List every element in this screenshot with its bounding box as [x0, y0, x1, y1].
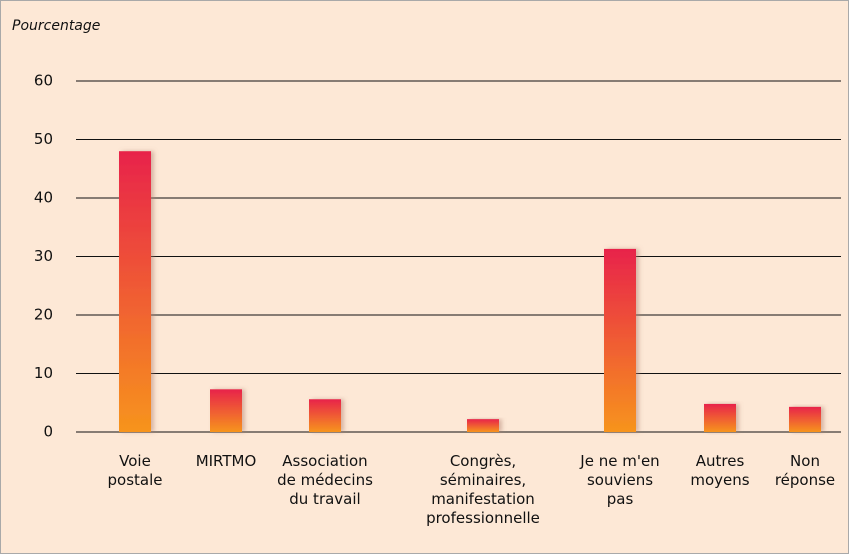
- bar: [789, 406, 821, 432]
- bar: [704, 403, 736, 432]
- x-tick-label: Autres moyens: [690, 452, 750, 489]
- x-tick-label: Association de médecins du travail: [277, 452, 373, 508]
- bar: [604, 248, 636, 432]
- y-tick-label: 30: [34, 247, 53, 265]
- x-tick-label: Congrès, séminaires, manifestation profe…: [426, 452, 540, 527]
- bar: [210, 389, 242, 432]
- y-axis-label: Pourcentage: [12, 18, 101, 34]
- x-tick-label: Je ne m'en souviens pas: [580, 452, 660, 508]
- x-tick-label: Voie postale: [107, 452, 163, 489]
- y-tick-label: 0: [43, 423, 53, 441]
- y-tick-label: 50: [34, 130, 53, 148]
- y-tick-label: 10: [34, 364, 53, 382]
- bar: [467, 419, 499, 432]
- x-tick-label: Non réponse: [774, 452, 836, 489]
- x-tick-label: MIRTMO: [195, 452, 257, 470]
- y-tick-label: 20: [34, 306, 53, 324]
- y-tick-label: 40: [34, 189, 53, 207]
- bar: [119, 151, 151, 432]
- y-tick-label: 60: [34, 72, 53, 90]
- bar: [309, 399, 341, 432]
